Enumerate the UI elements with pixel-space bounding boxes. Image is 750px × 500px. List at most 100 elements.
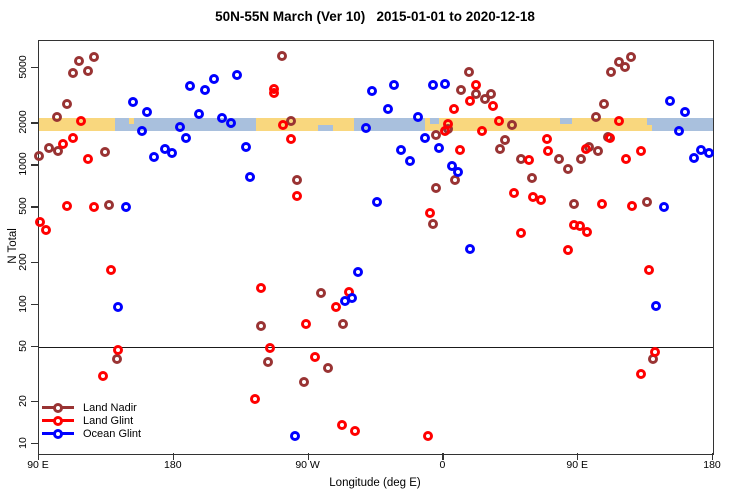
point-land-glint bbox=[264, 342, 275, 353]
point-land-glint bbox=[439, 125, 450, 136]
point-land-glint bbox=[300, 318, 311, 329]
point-land-glint bbox=[330, 302, 341, 313]
point-land-glint bbox=[68, 132, 79, 143]
point-land-glint bbox=[597, 199, 608, 210]
x-tick-mark bbox=[712, 453, 714, 460]
band-speckle-land bbox=[128, 118, 135, 125]
point-land-glint bbox=[105, 265, 116, 276]
point-ocean-glint bbox=[231, 69, 242, 80]
point-land-glint bbox=[75, 115, 86, 126]
point-ocean-glint bbox=[372, 196, 383, 207]
y-tick-mark bbox=[31, 401, 38, 403]
point-land-nadir bbox=[276, 51, 287, 61]
point-ocean-glint bbox=[651, 301, 662, 312]
point-land-glint bbox=[57, 138, 68, 149]
point-ocean-glint bbox=[439, 78, 450, 89]
point-ocean-glint bbox=[149, 152, 160, 163]
y-tick-mark bbox=[31, 164, 38, 166]
y-tick-label: 200 bbox=[17, 253, 29, 271]
y-tick-mark bbox=[31, 67, 38, 69]
point-ocean-glint bbox=[209, 74, 220, 85]
point-land-nadir bbox=[499, 135, 510, 146]
point-land-nadir bbox=[625, 52, 636, 62]
point-ocean-glint bbox=[290, 431, 301, 442]
legend-marker-ocean-glint bbox=[42, 427, 74, 440]
legend-label: Land Glint bbox=[83, 414, 134, 427]
y-tick-mark bbox=[31, 206, 38, 208]
point-ocean-glint bbox=[658, 201, 669, 212]
point-land-nadir bbox=[606, 67, 617, 78]
y-tick-mark bbox=[31, 122, 38, 124]
band-speckle-ocean bbox=[560, 118, 573, 125]
point-ocean-glint bbox=[240, 142, 251, 153]
legend-marker-land-nadir bbox=[42, 401, 74, 414]
y-tick-label: 500 bbox=[17, 197, 29, 216]
point-land-glint bbox=[336, 419, 347, 430]
point-land-glint bbox=[649, 346, 660, 357]
point-land-glint bbox=[285, 134, 296, 145]
point-ocean-glint bbox=[679, 106, 690, 117]
point-ocean-glint bbox=[120, 202, 131, 213]
point-land-glint bbox=[471, 79, 482, 90]
point-ocean-glint bbox=[194, 108, 205, 119]
y-tick-label: 100 bbox=[17, 294, 29, 313]
point-land-glint bbox=[604, 133, 615, 144]
point-land-nadir bbox=[51, 111, 62, 122]
point-land-glint bbox=[493, 115, 504, 126]
point-land-nadir bbox=[315, 288, 326, 299]
point-land-nadir bbox=[507, 119, 518, 130]
band-speckle-ocean bbox=[429, 118, 439, 125]
point-land-nadir bbox=[44, 142, 55, 153]
chart-title: 50N-55N March (Ver 10) 2015-01-01 to 202… bbox=[215, 9, 535, 24]
point-land-nadir bbox=[553, 153, 564, 164]
point-ocean-glint bbox=[167, 147, 178, 158]
point-land-glint bbox=[309, 352, 320, 363]
x-tick-label: 180 bbox=[164, 459, 182, 471]
y-tick-label: 5000 bbox=[17, 55, 29, 79]
point-ocean-glint bbox=[433, 142, 444, 153]
point-land-nadir bbox=[99, 146, 110, 157]
band-speckle-ocean bbox=[317, 125, 333, 132]
y-tick-mark bbox=[31, 345, 38, 347]
point-ocean-glint bbox=[447, 161, 458, 171]
point-land-glint bbox=[424, 208, 435, 219]
legend-entry-ocean-glint: Ocean Glint bbox=[42, 427, 141, 440]
point-land-nadir bbox=[526, 173, 537, 184]
point-land-nadir bbox=[568, 199, 579, 210]
point-land-nadir bbox=[598, 99, 609, 110]
point-land-nadir bbox=[427, 218, 438, 229]
point-ocean-glint bbox=[688, 153, 699, 163]
point-ocean-glint bbox=[382, 104, 393, 114]
band-speckle-land bbox=[647, 125, 653, 132]
point-ocean-glint bbox=[225, 118, 236, 129]
point-ocean-glint bbox=[216, 113, 227, 124]
legend-entry-land-nadir: Land Nadir bbox=[42, 401, 141, 414]
point-land-glint bbox=[508, 187, 519, 198]
point-land-nadir bbox=[62, 99, 73, 110]
point-land-glint bbox=[423, 431, 434, 442]
point-land-nadir bbox=[642, 197, 653, 208]
point-land-nadir bbox=[68, 68, 79, 79]
point-ocean-glint bbox=[405, 156, 416, 167]
point-land-nadir bbox=[471, 88, 482, 99]
point-ocean-glint bbox=[185, 81, 196, 92]
point-land-glint bbox=[582, 227, 593, 238]
point-ocean-glint bbox=[427, 79, 438, 90]
point-land-glint bbox=[613, 115, 624, 126]
point-land-glint bbox=[291, 191, 302, 202]
point-land-nadir bbox=[592, 145, 603, 156]
point-land-nadir bbox=[619, 61, 630, 72]
legend-label: Ocean Glint bbox=[83, 427, 142, 440]
point-ocean-glint bbox=[180, 133, 191, 144]
point-ocean-glint bbox=[388, 79, 399, 90]
point-land-glint bbox=[249, 394, 260, 405]
point-ocean-glint bbox=[703, 147, 714, 158]
point-land-nadir bbox=[323, 363, 334, 374]
point-land-glint bbox=[89, 201, 100, 212]
point-land-glint bbox=[255, 283, 266, 294]
point-land-glint bbox=[541, 133, 552, 144]
legend-marker-land-glint bbox=[42, 414, 74, 427]
x-tick-mark bbox=[172, 453, 174, 460]
point-ocean-glint bbox=[420, 132, 431, 143]
